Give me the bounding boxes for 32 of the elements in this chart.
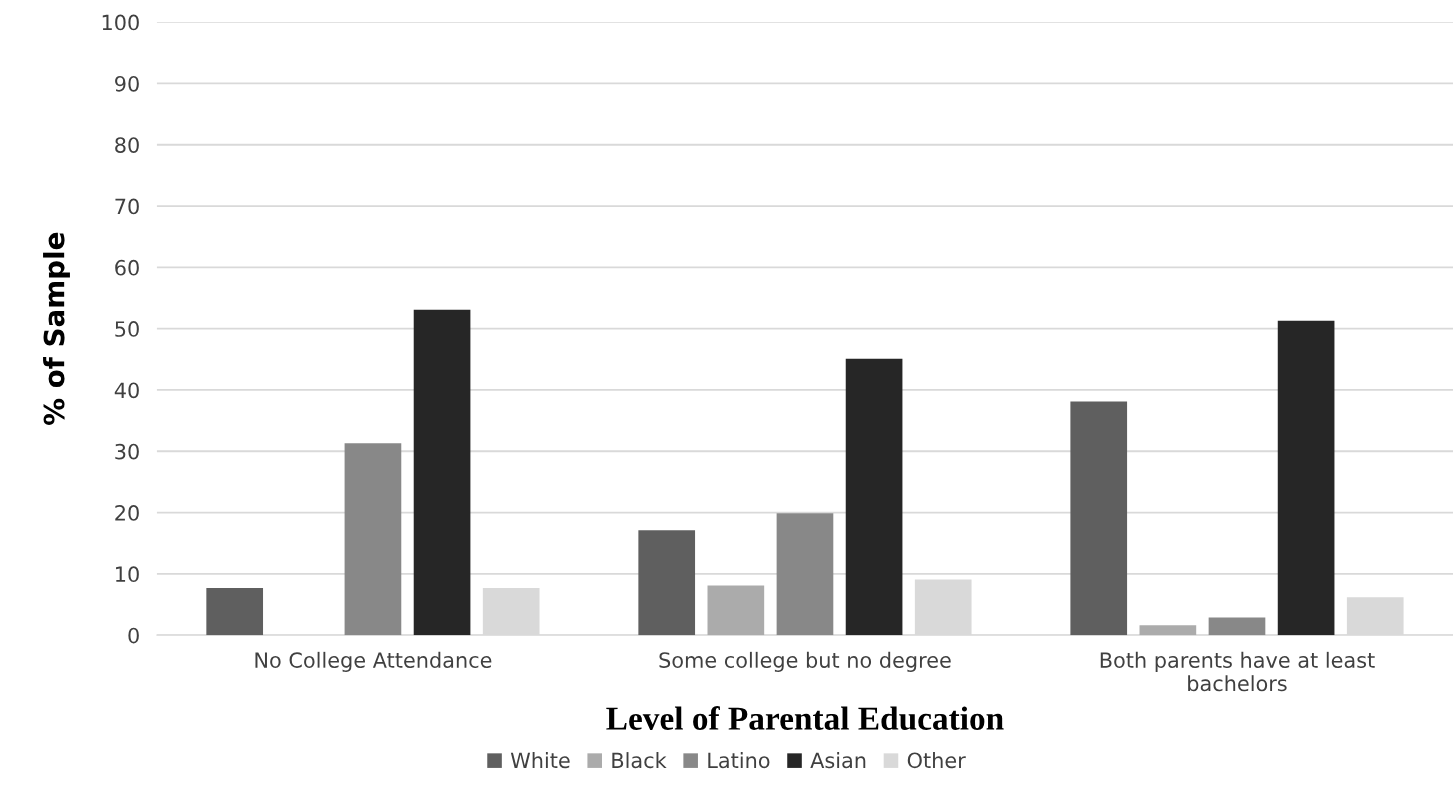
bar: [1208, 617, 1266, 636]
y-tick-label: 60: [115, 259, 139, 276]
y-tick-label: 70: [115, 198, 139, 215]
x-tick-label: Both parents have at least bachelors: [1100, 651, 1375, 692]
y-tick-label: 100: [102, 14, 139, 31]
bar: [1139, 625, 1197, 636]
legend-label: Latino: [708, 752, 770, 769]
legend-label: White: [510, 752, 570, 769]
y-tick-label: 50: [115, 321, 139, 337]
bar: [707, 585, 765, 636]
legend-label: Other: [907, 752, 966, 769]
y-tick-label: 20: [115, 505, 139, 521]
y-tick-label: 30: [115, 443, 139, 460]
y-tick-label: 90: [115, 75, 139, 92]
bar: [845, 358, 903, 636]
y-tick-label: 80: [115, 137, 139, 153]
bar: [206, 587, 264, 636]
y-axis-title: % of Sample: [43, 232, 70, 425]
x-tick-label: No College Attendance: [255, 651, 492, 672]
y-tick-label: 10: [116, 566, 139, 583]
x-tick-label: Some college but no degree: [659, 651, 951, 672]
bar: [1070, 401, 1128, 636]
bar: [776, 513, 834, 636]
x-axis-title: Level of Parental Education: [606, 706, 1004, 730]
bar: [1277, 320, 1335, 636]
bar: [344, 443, 402, 636]
legend-label: Black: [612, 752, 667, 769]
y-tick-label: 0: [128, 627, 139, 644]
bar: [413, 309, 471, 636]
bar: [638, 530, 696, 636]
legend-label: Asian: [810, 752, 866, 769]
y-tick-label: 40: [114, 382, 139, 399]
